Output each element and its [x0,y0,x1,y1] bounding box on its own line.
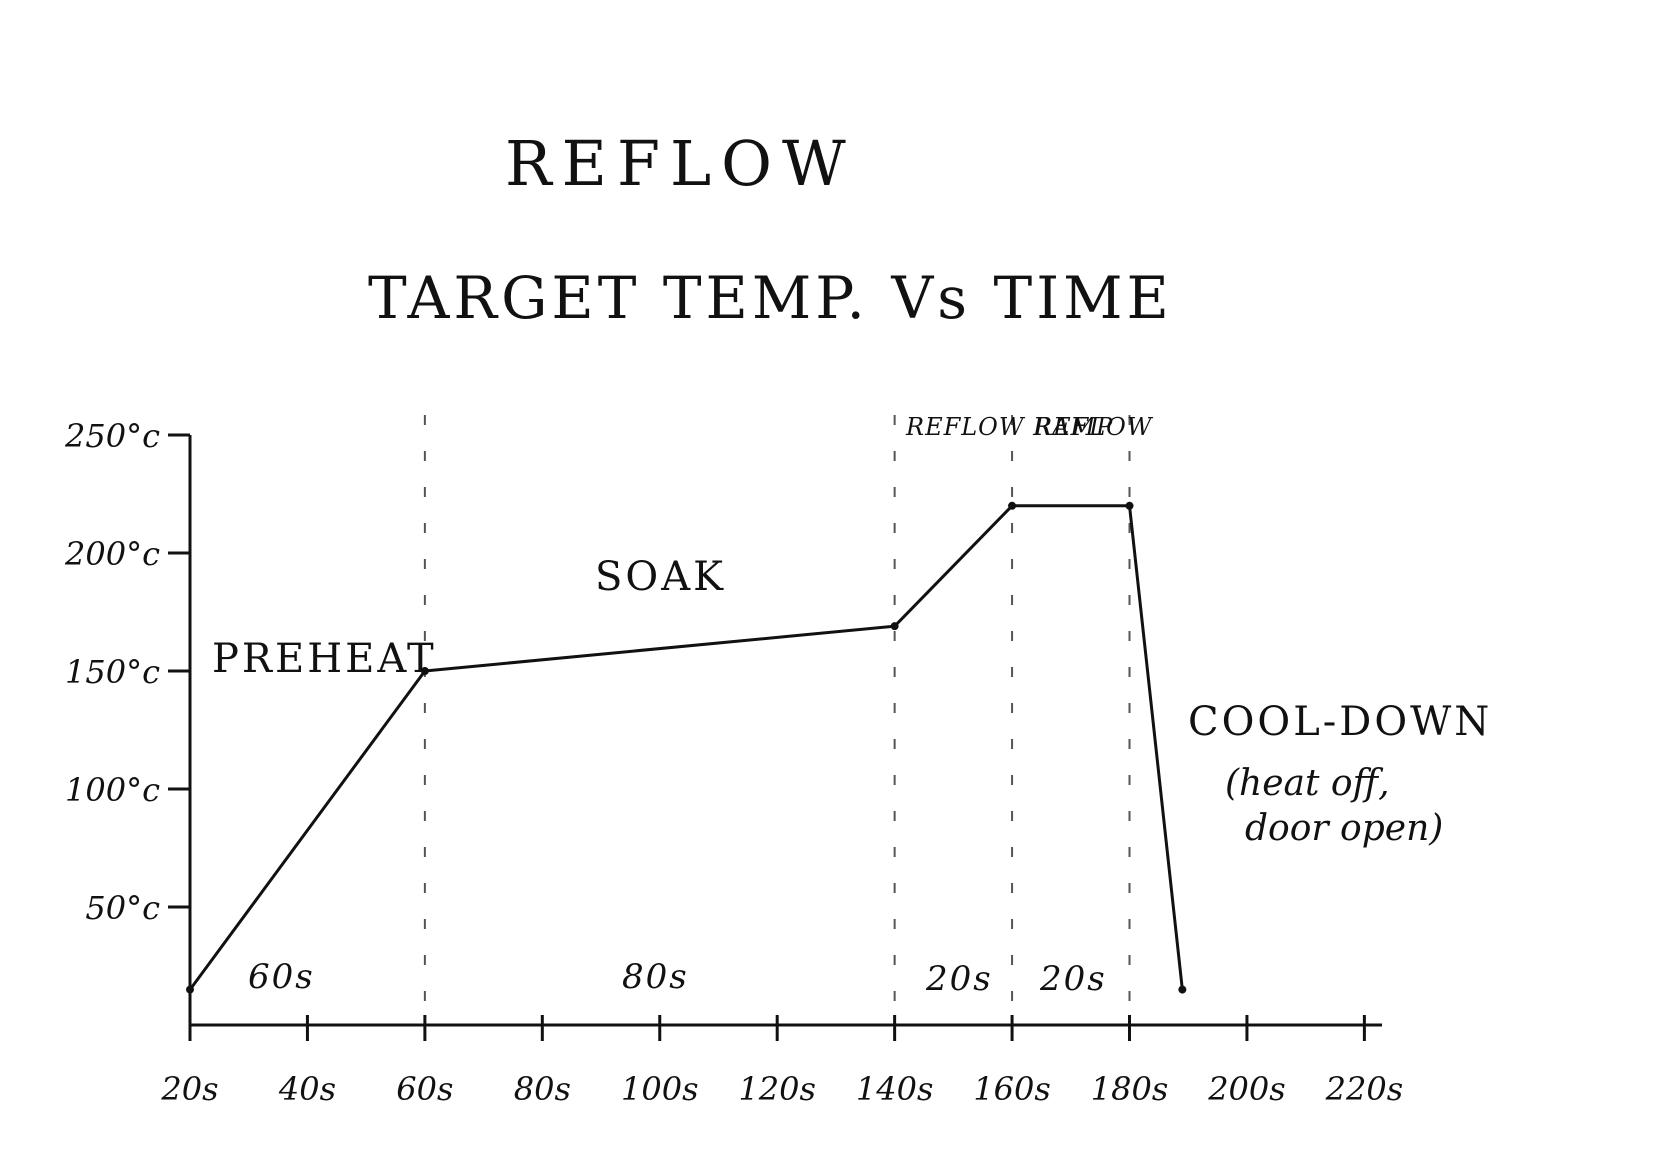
x-tick-label: 180s [1091,1070,1169,1108]
series [186,501,1187,994]
phase-duration-soak: 80s [622,957,689,997]
phase-label-soak: SOAK [595,554,726,600]
chart-title: REFLOW [505,127,856,200]
x-tick-label: 100s [621,1070,699,1108]
y-tick-label: 50°c [85,889,160,927]
x-tick-label: 220s [1325,1070,1404,1108]
profile-point [890,622,899,631]
x-tick-label: 200s [1207,1070,1286,1108]
phase-label-preheat: PREHEAT [212,636,437,682]
x-tick-label: 20s [160,1070,218,1108]
y-ticks: 50°c 100°c 150°c 200°c 250°c [64,417,190,927]
x-tick-label: 40s [278,1070,336,1108]
profile-point [1125,501,1134,510]
y-tick-label: 150°c [65,653,160,691]
y-tick-label: 200°c [64,535,160,573]
phase-boundaries [423,415,1131,1025]
x-tick-label: 60s [396,1070,453,1108]
phase-label-reflow: REFLOW [1033,413,1154,441]
phase-duration-reflow: 20s [1039,959,1107,999]
phase-label-reflow-ramp: REFLOW RAMP [905,413,1113,441]
cooldown-label: COOL-DOWN [1188,699,1492,745]
y-tick-label: 100°c [65,771,160,809]
x-tick-label: 160s [973,1070,1051,1108]
x-tick-label: 80s [514,1070,571,1108]
x-tick-label: 140s [856,1070,934,1108]
phase-duration-preheat: 60s [248,957,315,997]
cooldown-note-line2: door open) [1245,808,1443,849]
cooldown-note-line1: (heat off, [1225,763,1390,804]
y-tick-label: 250°c [64,417,160,455]
x-tick-label: 120s [738,1070,816,1108]
temperature-profile-line [188,504,1184,991]
profile-point [1008,501,1017,510]
profile-point [186,985,194,994]
x-ticks: 20s 40s 60s 80s 100s 120s 140s 160s 180s 200s 220s [160,1015,1403,1108]
profile-point [1178,985,1187,994]
chart-subtitle: TARGET TEMP. Vs TIME [368,264,1173,332]
profile-point [420,667,429,675]
phase-duration-reflow-ramp: 20s [925,959,993,999]
